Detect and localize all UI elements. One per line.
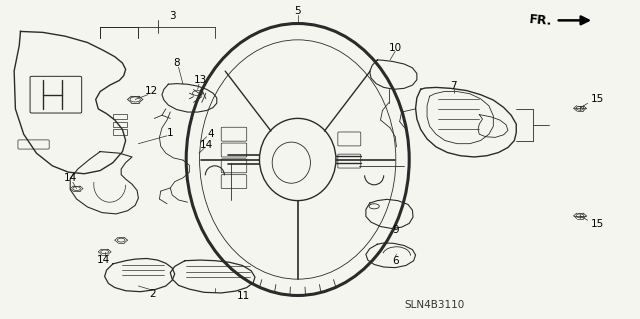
Bar (113, 122, 127, 127)
Text: 7: 7 (451, 80, 457, 91)
Text: 14: 14 (97, 255, 110, 265)
Text: 10: 10 (388, 42, 402, 53)
Text: 9: 9 (392, 225, 399, 235)
Text: 4: 4 (207, 129, 214, 138)
Text: 14: 14 (63, 173, 77, 183)
Text: 8: 8 (173, 58, 180, 68)
Text: 2: 2 (150, 289, 156, 299)
Text: 5: 5 (294, 6, 301, 16)
Text: 12: 12 (145, 86, 158, 96)
Text: 14: 14 (200, 140, 213, 150)
Bar (113, 130, 127, 135)
Text: 13: 13 (193, 76, 207, 85)
Text: 1: 1 (167, 128, 173, 137)
Text: 3: 3 (169, 11, 175, 21)
Text: FR.: FR. (529, 13, 552, 28)
Text: 6: 6 (392, 256, 399, 266)
Text: 15: 15 (591, 94, 604, 104)
Text: 11: 11 (237, 291, 250, 301)
Text: 15: 15 (591, 219, 604, 229)
Bar (113, 114, 127, 119)
Text: SLN4B3110: SLN4B3110 (404, 300, 465, 310)
